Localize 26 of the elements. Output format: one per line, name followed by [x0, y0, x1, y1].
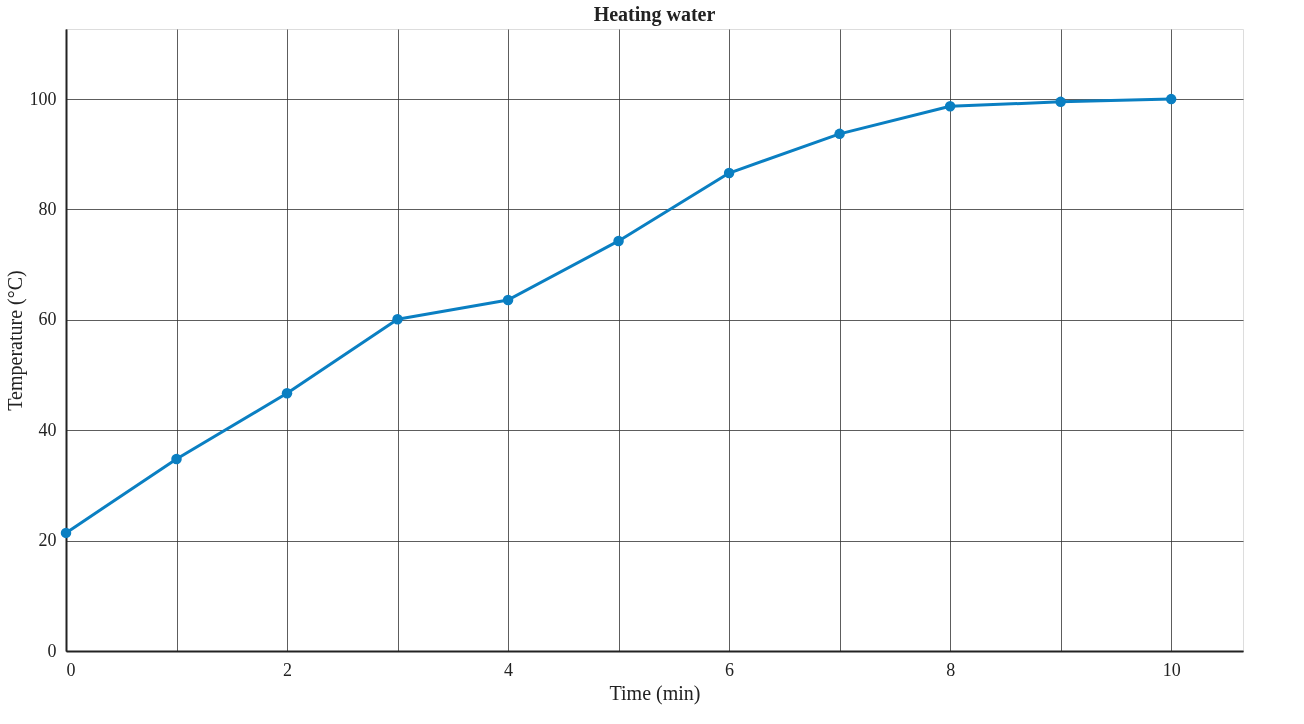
y-tick-label: 80	[38, 198, 57, 219]
point	[171, 453, 182, 465]
point	[1055, 96, 1066, 108]
y-tick-label: 40	[38, 419, 57, 440]
point	[834, 128, 845, 140]
point	[60, 527, 72, 539]
x-tick-label: 6	[725, 659, 735, 680]
x-axis-title: Time (min)	[609, 681, 701, 705]
point	[723, 167, 735, 179]
y-tick-label: 20	[38, 530, 57, 551]
x-tick-label: 0	[66, 659, 76, 680]
y-tick-label: 100	[29, 88, 57, 109]
y-axis-title: Temperature (°C)	[3, 270, 27, 411]
y-tick-label: 0	[47, 640, 57, 661]
point	[613, 235, 624, 247]
chart-title: Heating water	[593, 3, 716, 26]
x-tick-label: 10	[1162, 659, 1181, 680]
point	[392, 314, 403, 325]
point	[502, 294, 514, 306]
x-tick-label: 8	[946, 659, 956, 680]
point	[281, 388, 293, 399]
x-tick-label: 4	[504, 659, 514, 680]
point	[1165, 93, 1177, 105]
y-tick-label: 60	[38, 309, 57, 330]
x-tick-label: 2	[283, 659, 293, 680]
point	[944, 101, 956, 112]
